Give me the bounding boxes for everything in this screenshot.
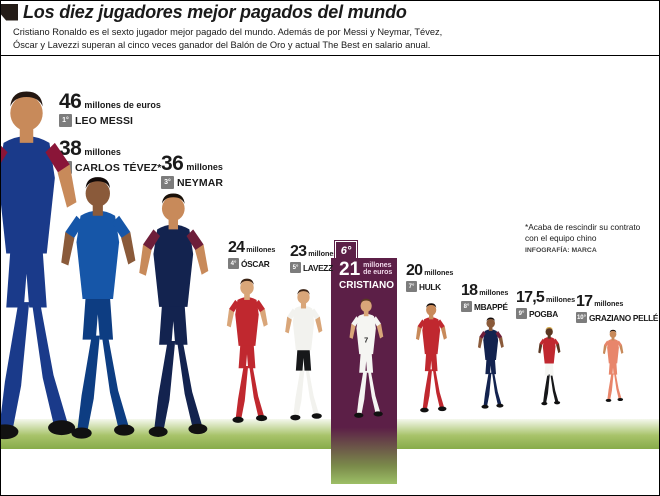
svg-text:7: 7 [364,336,368,345]
